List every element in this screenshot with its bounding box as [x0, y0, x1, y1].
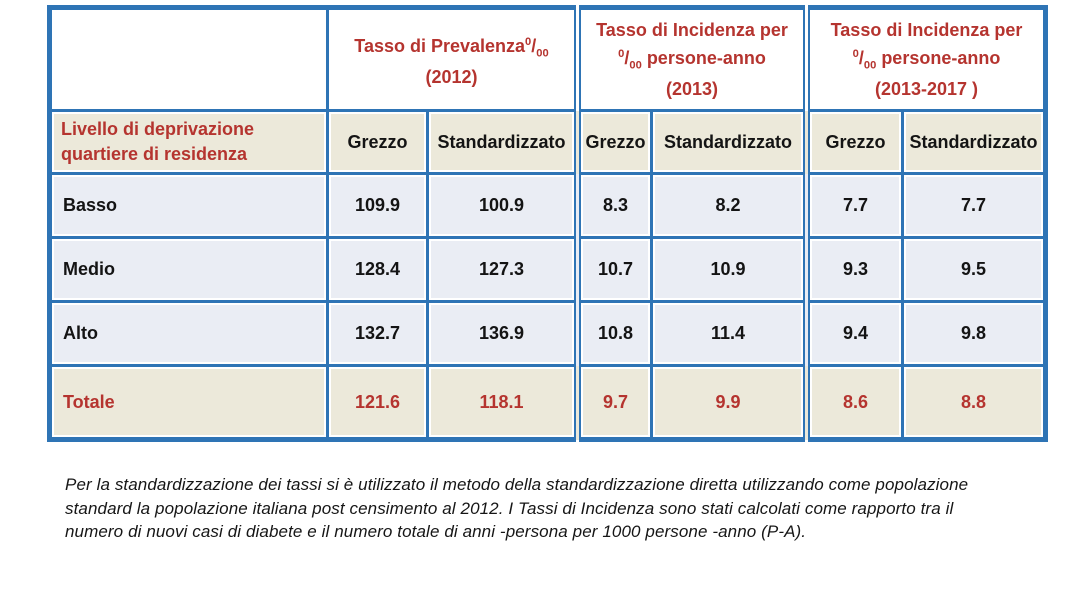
cell-value: 118.1	[426, 364, 579, 441]
table-row-alto: Alto 132.7 136.9 10.8 11.4 9.4 9.8	[48, 300, 1047, 367]
footnote-line: standard la popolazione italiana post ce…	[65, 498, 954, 518]
cell-value: 9.5	[901, 236, 1047, 303]
subheader-standardizzato-3: Standardizzato	[901, 109, 1047, 175]
sub-header-row: Livello di deprivazione quartiere di res…	[48, 109, 1047, 175]
table-row-medio: Medio 128.4 127.3 10.7 10.9 9.3 9.5	[48, 236, 1047, 303]
cell-value: 8.2	[650, 172, 808, 239]
cell-value: 9.7	[574, 364, 653, 441]
subheader-standardizzato-1: Standardizzato	[426, 109, 579, 175]
cell-value: 9.3	[803, 236, 904, 303]
group-header-line: 0/00 persone-anno	[852, 47, 1001, 72]
row-header-title: Livello di deprivazione quartiere di res…	[48, 109, 329, 175]
cell-value: 9.8	[901, 300, 1047, 367]
group-header-prevalenza: Tasso di Prevalenza0/00 (2012)	[326, 6, 579, 112]
standardization-footnote: Per la standardizzazione dei tassi si è …	[65, 473, 1025, 544]
cell-value: 10.7	[574, 236, 653, 303]
cell-value: 109.9	[326, 172, 429, 239]
subheader-grezzo-3: Grezzo	[803, 109, 904, 175]
group-header-line: Tasso di Prevalenza0/00	[354, 35, 549, 60]
cell-value: 121.6	[326, 364, 429, 441]
deprivation-rates-table: Tasso di Prevalenza0/00 (2012) Tasso di …	[47, 5, 1048, 442]
footnote-line: numero di nuovi casi di diabete e il num…	[65, 522, 807, 541]
table-row-totale: Totale 121.6 118.1 9.7 9.9 8.6 8.8	[48, 364, 1047, 441]
group-header-line: Tasso di Incidenza per	[830, 19, 1023, 40]
cell-value: 10.8	[574, 300, 653, 367]
cell-value: 9.9	[650, 364, 808, 441]
corner-cell	[48, 6, 329, 112]
row-label: Totale	[48, 364, 329, 441]
group-header-line: Tasso di Incidenza per	[596, 19, 788, 40]
cell-value: 7.7	[901, 172, 1047, 239]
column-group-header-row: Tasso di Prevalenza0/00 (2012) Tasso di …	[48, 6, 1047, 112]
cell-value: 128.4	[326, 236, 429, 303]
cell-value: 8.6	[803, 364, 904, 441]
table-row-basso: Basso 109.9 100.9 8.3 8.2 7.7 7.7	[48, 172, 1047, 239]
cell-value: 132.7	[326, 300, 429, 367]
cell-value: 100.9	[426, 172, 579, 239]
row-label: Medio	[48, 236, 329, 303]
cell-value: 11.4	[650, 300, 808, 367]
group-header-year: (2012)	[425, 67, 478, 88]
cell-value: 10.9	[650, 236, 808, 303]
subheader-grezzo-1: Grezzo	[326, 109, 429, 175]
footnote-line: Per la standardizzazione dei tassi si è …	[65, 475, 969, 494]
cell-value: 8.3	[574, 172, 653, 239]
row-label: Basso	[48, 172, 329, 239]
group-header-year: (2013)	[665, 79, 719, 100]
cell-value: 7.7	[803, 172, 904, 239]
row-label: Alto	[48, 300, 329, 367]
cell-value: 9.4	[803, 300, 904, 367]
group-header-year: (2013-2017 )	[874, 79, 979, 100]
subheader-grezzo-2: Grezzo	[574, 109, 653, 175]
group-header-line: 0/00 persone-anno	[618, 47, 766, 72]
cell-value: 8.8	[901, 364, 1047, 441]
subheader-standardizzato-2: Standardizzato	[650, 109, 808, 175]
group-header-incidenza-2013-2017: Tasso di Incidenza per 0/00 persone-anno…	[803, 6, 1047, 112]
cell-value: 136.9	[426, 300, 579, 367]
cell-value: 127.3	[426, 236, 579, 303]
group-header-incidenza-2013: Tasso di Incidenza per 0/00 persone-anno…	[574, 6, 808, 112]
